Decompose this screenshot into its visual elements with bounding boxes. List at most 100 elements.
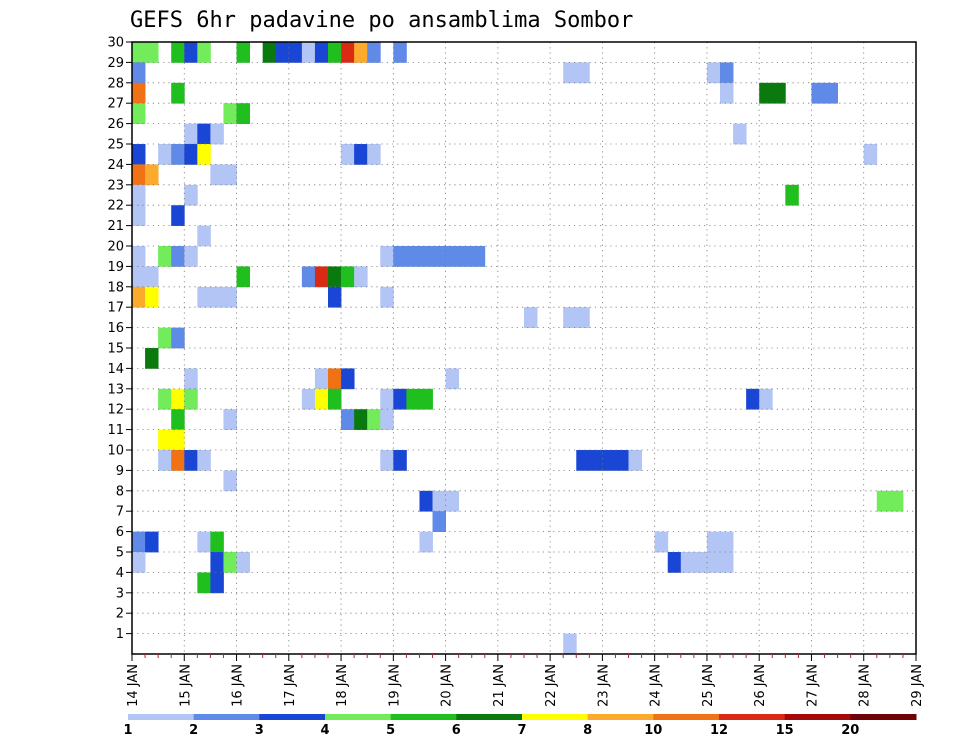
heatmap-cell (380, 409, 394, 430)
heatmap-cell (132, 62, 146, 84)
y-tick-label: 29 (107, 56, 124, 71)
heatmap-cell (184, 388, 198, 410)
heatmap-cell (314, 368, 329, 390)
y-tick-label: 16 (107, 321, 124, 336)
y-tick-label: 6 (116, 525, 124, 540)
heatmap-cell (328, 266, 342, 288)
heatmap-cell (275, 42, 290, 63)
y-tick-label: 20 (107, 240, 124, 255)
heatmap-cell (654, 531, 669, 553)
heatmap-cell (367, 409, 381, 430)
heatmap-cell (328, 286, 342, 308)
heatmap-cell (824, 82, 838, 104)
heatmap-cell (628, 450, 642, 471)
legend-label: 4 (320, 723, 329, 738)
heatmap-cell (132, 205, 146, 226)
heatmap-cell (132, 552, 146, 573)
y-tick-label: 4 (116, 566, 124, 581)
heatmap-cell (145, 286, 159, 308)
heatmap-cell (223, 286, 237, 308)
heatmap-cell (132, 103, 146, 124)
heatmap-cell (132, 184, 146, 206)
heatmap-cell (576, 450, 590, 471)
heatmap-cells (132, 42, 904, 655)
heatmap-cell (171, 429, 185, 451)
y-tick-label: 13 (107, 382, 124, 397)
heatmap-cell (524, 307, 538, 328)
legend-label: 20 (841, 723, 859, 738)
heatmap-cell (354, 409, 368, 430)
x-tick-label: 28 JAN (858, 664, 873, 707)
heatmap-cell (576, 62, 590, 84)
heatmap-cell (184, 184, 198, 206)
heatmap-cell (354, 144, 368, 165)
heatmap-cell (432, 246, 446, 267)
y-tick-label: 28 (107, 76, 124, 91)
heatmap-cell (171, 450, 185, 471)
heatmap-cell (341, 144, 355, 165)
x-tick-label: 15 JAN (178, 664, 193, 707)
heatmap-cell (759, 388, 773, 410)
heatmap-cell (184, 42, 198, 63)
y-tick-label: 26 (107, 117, 124, 132)
y-tick-label: 22 (107, 199, 124, 214)
heatmap-cell (145, 266, 159, 288)
heatmap-cell (380, 450, 394, 471)
legend-swatch (522, 714, 589, 720)
heatmap-cell (876, 490, 891, 512)
heatmap-cell (236, 266, 250, 288)
heatmap-cell (693, 552, 708, 573)
legend-label: 10 (644, 723, 662, 738)
legend-label: 5 (386, 723, 395, 738)
legend-label: 6 (452, 723, 461, 738)
heatmap-cell (393, 246, 407, 267)
legend-swatch (850, 714, 917, 720)
heatmap-cell (759, 82, 773, 104)
heatmap-cell (445, 246, 460, 267)
heatmap-cell (132, 246, 146, 267)
y-tick-label: 19 (107, 260, 124, 275)
heatmap-cell (667, 552, 682, 573)
heatmap-cell (314, 42, 329, 63)
heatmap-cell (158, 327, 172, 349)
heatmap-cell (236, 103, 250, 124)
heatmap-cell (171, 246, 185, 267)
heatmap-cell (328, 388, 342, 410)
y-tick-label: 9 (116, 464, 124, 479)
heatmap-cell (145, 531, 159, 553)
x-axis: 14 JAN 15 JAN 16 JAN 17 JAN 18 JAN 19 JAN 20 J… (126, 654, 925, 707)
heatmap-cell (158, 388, 172, 410)
heatmap-cell (171, 144, 185, 165)
legend-label: 3 (255, 723, 264, 738)
heatmap-cell (393, 388, 407, 410)
heatmap-cell (720, 552, 734, 573)
y-tick-label: 10 (107, 444, 124, 459)
y-tick-label: 15 (107, 342, 124, 357)
heatmap-cell (158, 246, 172, 267)
heatmap-cell (393, 450, 407, 471)
heatmap-cell (197, 123, 211, 145)
heatmap-cell (471, 246, 486, 267)
heatmap-cell (158, 450, 172, 471)
heatmap-cell (223, 409, 237, 430)
heatmap-cell (380, 286, 394, 308)
heatmap-cell (328, 368, 342, 390)
heatmap-cell (132, 144, 146, 165)
y-tick-label: 3 (116, 586, 124, 601)
heatmap-cell (236, 42, 250, 63)
heatmap-cell (419, 388, 433, 410)
heatmap-cell (367, 42, 381, 63)
heatmap-cell (341, 409, 355, 430)
y-tick-label: 18 (107, 280, 124, 295)
heatmap-cell (576, 307, 590, 328)
heatmap-cell (419, 246, 433, 267)
grid-lines (132, 42, 916, 654)
y-tick-label: 23 (107, 178, 124, 193)
heatmap-cell (171, 409, 185, 430)
heatmap-cell (301, 266, 316, 288)
heatmap-cell (210, 164, 224, 186)
legend-swatch (193, 714, 260, 720)
x-tick-label: 17 JAN (283, 664, 298, 707)
heatmap-cell (341, 266, 355, 288)
